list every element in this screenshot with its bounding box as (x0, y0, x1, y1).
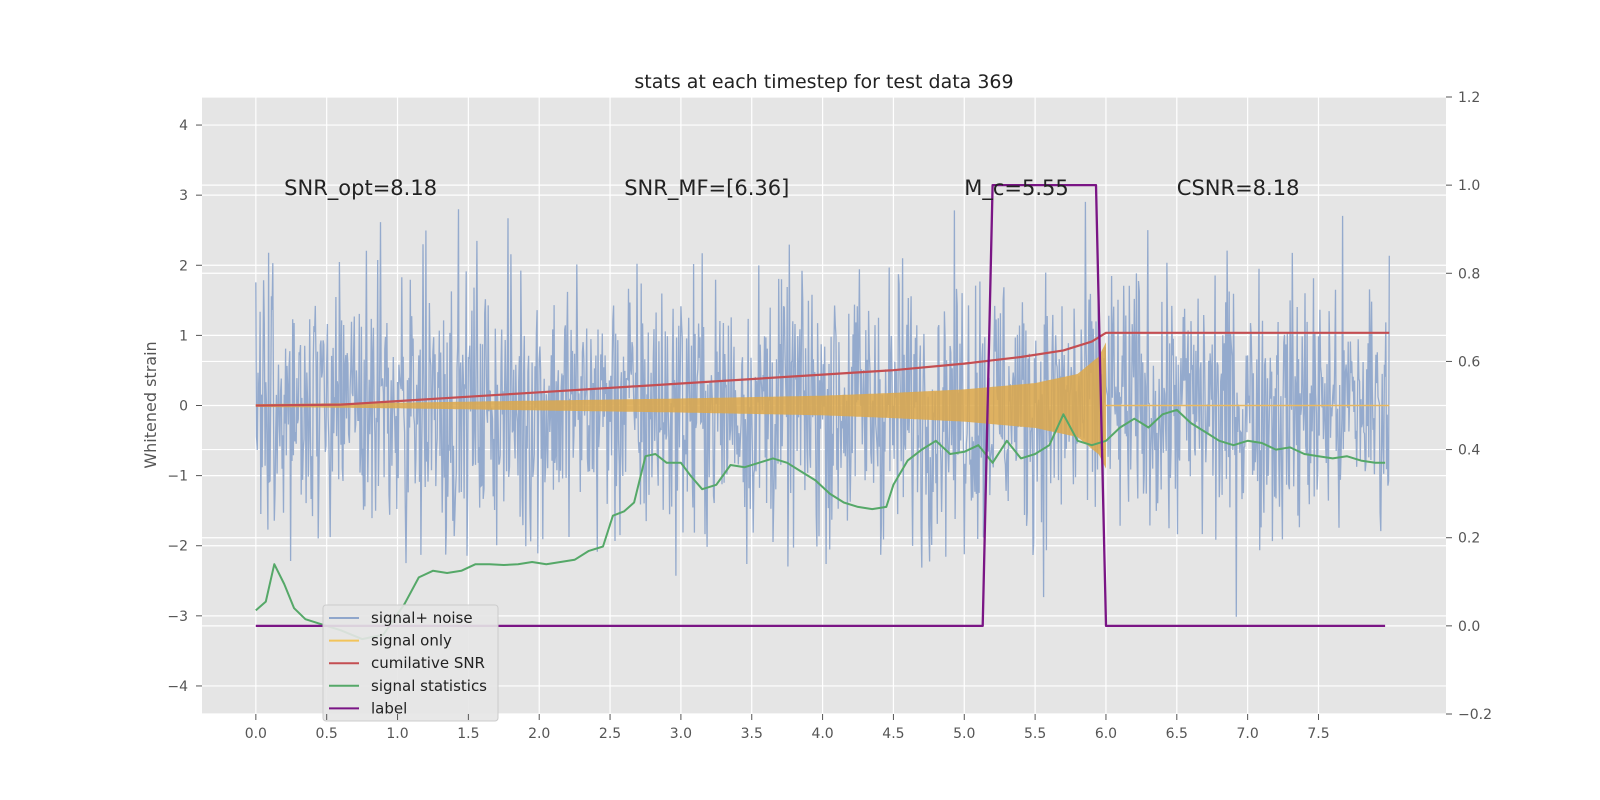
x-tick-label: 6.0 (1095, 726, 1117, 742)
annotation-text: CSNR=8.18 (1177, 176, 1300, 200)
y2-tick-label: 0.8 (1458, 266, 1480, 282)
y-tick-label: −2 (167, 539, 188, 555)
annotation-text: SNR_opt=8.18 (284, 176, 437, 201)
y2-tick-label: 0.4 (1458, 443, 1480, 459)
x-tick-label: 7.0 (1237, 726, 1259, 742)
cumulative-snr-line (255, 331, 1390, 407)
signal-only-series (255, 342, 1390, 469)
y-tick-label: 1 (179, 328, 188, 344)
label-line (255, 183, 1386, 628)
x-tick-label: 5.0 (953, 726, 975, 742)
y2-tick-label: −0.2 (1458, 707, 1492, 723)
x-tick-label: 5.5 (1024, 726, 1046, 742)
y2-tick-label: 1.0 (1458, 178, 1480, 194)
y-tick-label: 2 (179, 258, 188, 274)
x-tick-label: 0.0 (245, 726, 267, 742)
x-tick-label: 2.0 (528, 726, 550, 742)
signal-statistics-series (255, 408, 1386, 641)
x-tick-label: 4.0 (811, 726, 833, 742)
y-tick-label: 4 (179, 118, 188, 134)
cumulative-snr-series (255, 331, 1390, 407)
annotation-text: M_c=5.55 (964, 176, 1069, 201)
y2-tick-label: 1.2 (1458, 90, 1480, 106)
x-tick-label: 1.0 (386, 726, 408, 742)
x-tick-label: 2.5 (599, 726, 621, 742)
y-tick-label: 3 (179, 188, 188, 204)
x-tick-label: 7.5 (1307, 726, 1329, 742)
y-tick-label: 0 (179, 399, 188, 415)
y-tick-label: −4 (167, 679, 188, 695)
x-tick-label: 3.0 (670, 726, 692, 742)
legend-label: cumilative SNR (371, 654, 485, 672)
y-axis-label: Whitened strain (141, 341, 160, 468)
label-series (255, 183, 1386, 628)
annotations: SNR_opt=8.18 SNR_MF=[6.36] M_c=5.55 CSNR=8.… (284, 176, 1299, 201)
chart-title: stats at each timestep for test data 369 (634, 71, 1013, 93)
legend-label: signal only (371, 632, 452, 650)
legend-label: signal statistics (371, 677, 487, 695)
signal-only-band (255, 342, 1107, 469)
legend-label: signal+ noise (371, 609, 473, 627)
signal-statistics-line (255, 408, 1386, 641)
y2-tick-label: 0.2 (1458, 531, 1480, 547)
y2-tick-label: 0.0 (1458, 619, 1480, 635)
x-tick-label: 3.5 (741, 726, 763, 742)
x-tick-label: 4.5 (882, 726, 904, 742)
x-tick-label: 0.5 (316, 726, 338, 742)
axes-ticks: 0.0 0.5 1.0 1.5 2.0 2.5 3.0 3.5 4.0 4.5 5.0 5.5 6.0 6… (167, 90, 1492, 742)
annotation-text: SNR_MF=[6.36] (624, 176, 789, 201)
legend-label: label (371, 699, 407, 717)
legend: signal+ noise signal only cumilative SNR si… (322, 604, 499, 722)
y-tick-label: −1 (167, 469, 188, 485)
legend-box (322, 604, 499, 722)
x-tick-label: 6.5 (1166, 726, 1188, 742)
y2-tick-label: 0.6 (1458, 354, 1480, 370)
x-tick-label: 1.5 (457, 726, 479, 742)
y-tick-label: −3 (167, 609, 188, 625)
